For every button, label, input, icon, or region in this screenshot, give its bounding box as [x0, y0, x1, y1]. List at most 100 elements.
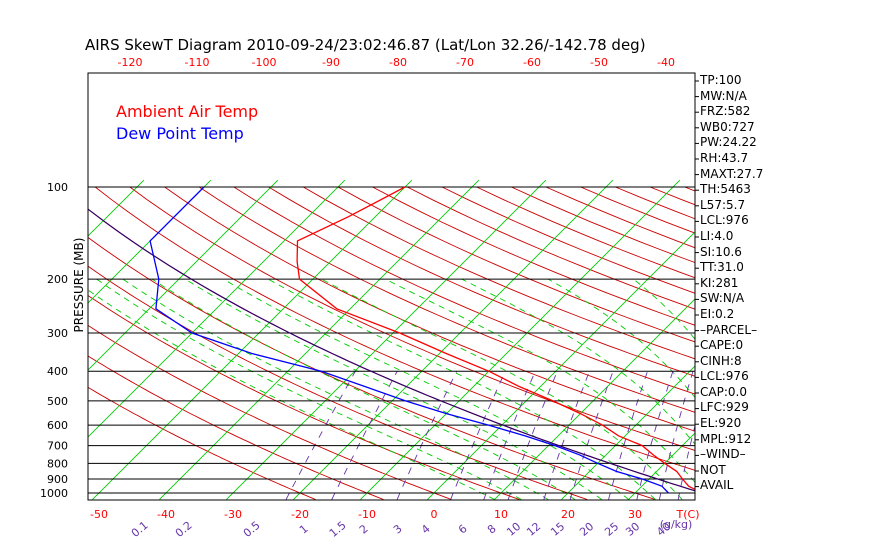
- sounding-index: CAP:0.0: [700, 384, 747, 399]
- top-temp-tick-label: -50: [590, 56, 608, 69]
- sounding-index: SW:N/A: [700, 291, 745, 306]
- mixing-ratio-tick-label: 6: [456, 522, 470, 536]
- pressure-tick-label: 100: [47, 181, 68, 194]
- dry-adiabat: [88, 236, 656, 500]
- mixing-ratio-line: [396, 371, 458, 500]
- dry-adiabat: [372, 186, 695, 326]
- moist-adiabat: [151, 278, 576, 500]
- sounding-index: SI:10.6: [700, 244, 742, 259]
- parcel-trace: [88, 208, 695, 492]
- y-axis-label: PRESSURE (MB): [72, 238, 86, 333]
- dry-adiabat: [129, 186, 695, 451]
- axis-ticks: [695, 80, 699, 488]
- sounding-indices-panel: TP:100 MW:N/A FRZ:582 WB0:727 PW:24.22 RH:43.…: [700, 73, 870, 494]
- moist-adiabat: [385, 278, 695, 484]
- isotherm: [0, 180, 10, 499]
- dry-adiabat: [198, 186, 695, 413]
- dry-adiabat: [233, 186, 695, 395]
- x-axis-label: T(C): [676, 508, 700, 521]
- isotherm: [226, 179, 547, 500]
- sounding-index: MAXT:27.7: [700, 166, 764, 181]
- sounding-index: L57:5.7: [700, 197, 746, 212]
- top-temp-tick-label: -70: [456, 56, 474, 69]
- dry-adiabat: [88, 355, 384, 500]
- mixing-ratio-line: [285, 370, 356, 500]
- mixing-ratio-line: [507, 371, 558, 500]
- chart-title: AIRS SkewT Diagram 2010-09-24/23:02:46.8…: [85, 36, 646, 54]
- dry-adiabat: [337, 186, 695, 343]
- pressure-tick-label: 400: [47, 365, 68, 378]
- isobar-lines: [88, 186, 695, 494]
- mixing-ratio-tick-label: 1: [297, 522, 311, 536]
- mixing-ratio-tick-label: 8: [485, 522, 499, 536]
- bottom-temp-tick-label: -30: [224, 508, 242, 521]
- top-temp-tick-label: -90: [322, 56, 340, 69]
- sounding-index: MPL:912: [700, 431, 752, 446]
- top-temp-tick-label: -100: [252, 56, 277, 69]
- sounding-index: –WIND–: [700, 447, 746, 462]
- ambient-air-temp-line: [296, 186, 695, 491]
- legend-dew-point-temp: Dew Point Temp: [116, 124, 244, 143]
- mixing-ratio-tick-label: 15: [548, 520, 567, 539]
- isotherm: [427, 231, 695, 500]
- moist-adiabat-lines: [88, 278, 695, 500]
- sounding-index: TP:100: [700, 73, 742, 87]
- mixing-ratio-tick-label: 0.5: [241, 519, 263, 540]
- isotherm: [360, 179, 681, 500]
- sounding-index: TH:5463: [700, 182, 751, 197]
- moist-adiabat: [122, 278, 549, 500]
- dry-adiabat: [268, 186, 695, 377]
- bottom-temp-tick-label: 10: [494, 508, 508, 521]
- mixing-ratio-line: [658, 371, 694, 500]
- pressure-tick-label: 700: [47, 440, 68, 453]
- mixing-ratio-lines: [285, 370, 695, 500]
- sounding-index: RH:43.7: [700, 150, 749, 165]
- sounding-index: WB0:727: [700, 119, 755, 134]
- sounding-index: –PARCEL–: [700, 322, 758, 337]
- sounding-curves: [88, 186, 695, 494]
- moist-adiabat: [461, 278, 695, 445]
- mixing-ratio-tick-label: 0.1: [129, 519, 151, 540]
- isotherm: [494, 298, 695, 500]
- dew-point-temp-line: [149, 186, 669, 494]
- top-temp-tick-label: -60: [523, 56, 541, 69]
- top-temp-tick-label: -110: [185, 56, 210, 69]
- sounding-index: LCL:976: [700, 213, 749, 228]
- dry-adiabat: [164, 186, 695, 432]
- mixing-ratio-line: [450, 371, 506, 500]
- sounding-index: AVAIL: [700, 478, 734, 493]
- moist-adiabat: [184, 278, 602, 500]
- mixing-ratio-tick-label: 25: [602, 520, 621, 539]
- bottom-temp-tick-label: -40: [157, 508, 175, 521]
- sounding-index: KI:281: [700, 275, 739, 290]
- bottom-temp-tick-label: -50: [90, 508, 108, 521]
- mixing-ratio-line: [677, 424, 695, 500]
- sounding-index: EI:0.2: [700, 306, 735, 321]
- sounding-index: MW:N/A: [700, 88, 747, 103]
- moist-adiabat: [88, 289, 495, 500]
- sounding-index: TT:31.0: [700, 260, 744, 275]
- mixing-ratio-line: [569, 371, 614, 500]
- dry-adiabat: [303, 186, 695, 360]
- isotherm: [92, 179, 413, 500]
- top-temp-tick-label: -80: [389, 56, 407, 69]
- mixing-ratio-tick-label: 10: [504, 520, 523, 539]
- mixing-ratio-line: [636, 371, 674, 500]
- legend-ambient-air-temp: Ambient Air Temp: [116, 102, 259, 121]
- isotherm: [88, 179, 346, 438]
- pressure-tick-label: 200: [47, 273, 68, 286]
- isotherm: [159, 179, 480, 500]
- moist-adiabat: [223, 278, 629, 500]
- mixing-ratio-tick-label: 20: [577, 520, 596, 539]
- moist-adiabat: [267, 278, 656, 500]
- mixing-ratio-line: [483, 371, 536, 500]
- pressure-tick-label: 1000: [40, 487, 68, 500]
- bottom-temp-tick-label: -10: [358, 508, 376, 521]
- bottom-temp-tick-label: 30: [628, 508, 642, 521]
- pressure-tick-label: 500: [47, 395, 68, 408]
- isotherm: [88, 179, 212, 304]
- sounding-index: CINH:8: [700, 353, 742, 368]
- sounding-index: EL:920: [700, 416, 742, 431]
- mixing-ratio-units: (g/kg): [660, 518, 693, 531]
